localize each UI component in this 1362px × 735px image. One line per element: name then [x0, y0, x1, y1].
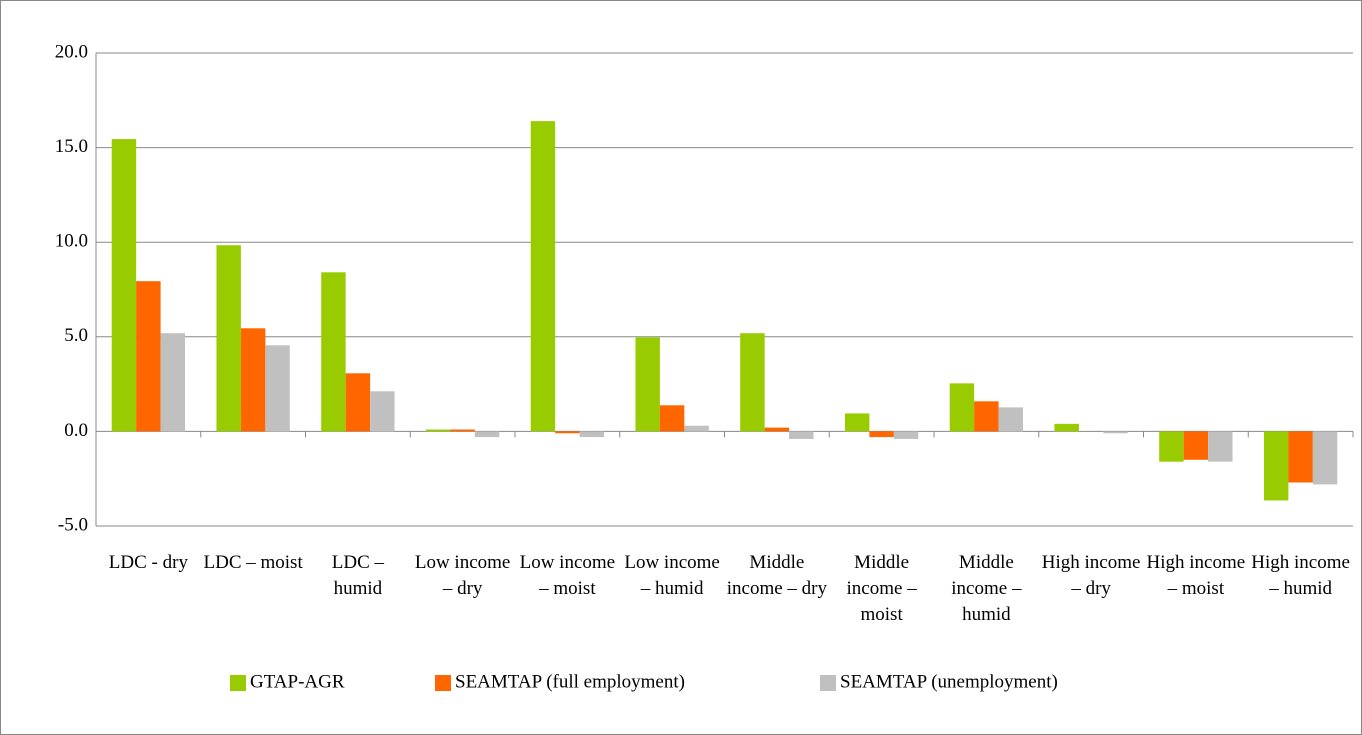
y-tick-label: 15.0 — [55, 136, 88, 157]
legend-swatch — [435, 675, 451, 691]
bar — [869, 431, 894, 438]
y-tick-label: 10.0 — [55, 231, 88, 252]
bar — [998, 407, 1024, 432]
bar — [789, 431, 814, 439]
bar — [1159, 431, 1184, 462]
bar — [579, 431, 605, 438]
bar — [764, 427, 790, 432]
bar — [450, 429, 475, 432]
x-tick-label: Middle income – moist — [846, 552, 917, 625]
bar — [160, 333, 186, 432]
bar — [216, 245, 241, 432]
bar — [474, 431, 500, 438]
bar — [1288, 431, 1313, 483]
bar — [1183, 431, 1209, 460]
bar — [659, 405, 685, 432]
bar — [240, 328, 266, 432]
bar — [740, 333, 765, 432]
bar — [111, 139, 137, 432]
bar — [265, 345, 290, 432]
bar — [136, 281, 161, 432]
x-tick-label: LDC – humid — [331, 552, 384, 599]
x-tick-label: High income – humid — [1251, 552, 1350, 599]
x-tick-label: Low income – dry — [414, 552, 511, 599]
x-tick-label: Middle income – humid — [951, 552, 1022, 625]
y-tick-label: 0.0 — [64, 420, 88, 441]
x-tick-label: LDC - dry — [108, 552, 188, 573]
bar — [1103, 431, 1128, 434]
legend-swatch — [820, 675, 836, 691]
y-tick-label: 20.0 — [55, 41, 88, 62]
bar — [425, 429, 451, 432]
x-tick-label: High income – dry — [1041, 552, 1141, 599]
x-tick-label: High income – moist — [1146, 552, 1246, 599]
bar — [321, 272, 346, 432]
bar — [949, 383, 975, 432]
bar — [555, 431, 580, 434]
bar — [974, 401, 999, 432]
bar — [530, 121, 556, 432]
bar — [345, 373, 371, 432]
x-tick-label: Low income – moist — [519, 552, 616, 599]
x-tick-label: Low income – humid — [624, 552, 720, 599]
bar — [684, 425, 709, 432]
y-tick-label: 5.0 — [64, 325, 88, 346]
bar — [1054, 423, 1079, 432]
bar — [1208, 431, 1233, 462]
x-tick-label: Middle income – dry — [726, 552, 827, 599]
legend-label: SEAMTAP (full employment) — [455, 671, 685, 692]
legend-label: GTAP-AGR — [250, 671, 345, 692]
bar — [844, 413, 870, 432]
legend-label: SEAMTAP (unemployment) — [840, 671, 1058, 692]
bar — [893, 431, 919, 439]
bar — [370, 391, 395, 432]
y-tick-label: -5.0 — [58, 514, 88, 535]
bar — [1312, 431, 1338, 485]
legend-swatch — [230, 675, 246, 691]
bar — [635, 337, 660, 432]
bar — [1263, 431, 1289, 501]
x-tick-label: LDC – moist — [203, 552, 303, 573]
